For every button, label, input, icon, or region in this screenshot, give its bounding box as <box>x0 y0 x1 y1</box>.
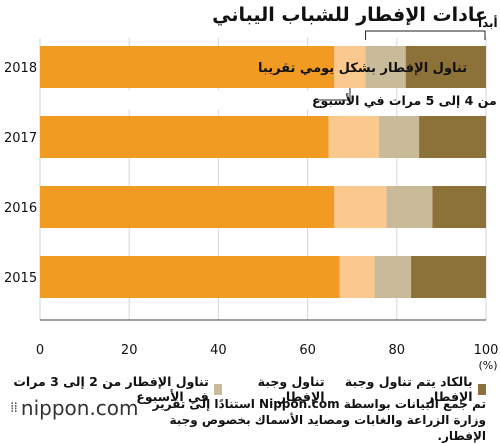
legend-item-rarely: بالكاد يتم تناول وجبة الإفطار <box>337 374 486 404</box>
annotation-daily-label: تناول الإفطار بشكل يومي تقريبا <box>258 61 467 76</box>
chart-title: عادات الإفطار للشباب اليباني <box>212 4 488 26</box>
x-tick-label-40: 40 <box>210 343 227 358</box>
x-tick-label-60: 60 <box>299 343 316 358</box>
annotation-never-bracket <box>365 30 486 40</box>
bar-2017-series-3 <box>419 116 486 158</box>
stacked-bar-chart: 2018 2017 2016 2015 0 20 40 60 80 100(%) عدم تناول… <box>4 15 500 372</box>
legend-swatch-rarely <box>477 383 486 395</box>
bar-2015-series-3 <box>411 256 486 298</box>
x-tick-label-80: 80 <box>389 343 406 358</box>
bar-2016-series-2 <box>386 186 433 228</box>
bar-2018-series-2 <box>365 46 406 88</box>
legend-swatch-two-three <box>213 383 223 395</box>
bar-2017-series-1 <box>328 116 379 158</box>
legend-label-rarely: بالكاد يتم تناول وجبة الإفطار <box>344 374 473 404</box>
annotation-never-label: عدم تناول وجبة الإفطار أبدا <box>478 15 500 31</box>
bar-2016-series-1 <box>334 186 387 228</box>
bar-2016-series-3 <box>432 186 486 228</box>
bar-2015-series-0 <box>40 256 340 298</box>
bar-2017-series-0 <box>40 116 329 158</box>
category-label-2018: 2018 <box>4 61 37 76</box>
legend: بالكاد يتم تناول وجبة الإفطار تناول وجبة… <box>0 374 486 404</box>
nippon-logo: ⁞⁞ nippon.com <box>10 396 139 420</box>
logo-dots-icon: ⁞⁞ <box>10 400 18 416</box>
legend-item-eat: تناول وجبة الإفطار <box>234 374 325 404</box>
x-tick-label-0: 0 <box>36 343 44 358</box>
legend-item-two-three: تناول الإفطار من 2 إلى 3 مرات في الأسبوع <box>0 374 223 404</box>
x-tick-label-20: 20 <box>121 343 138 358</box>
annotation-four-five-bg <box>78 90 316 110</box>
annotation-four-five-leader <box>318 88 351 101</box>
bar-2018-series-0 <box>40 46 335 88</box>
legend-label-two-three: تناول الإفطار من 2 إلى 3 مرات في الأسبوع <box>13 374 209 404</box>
bar-2017-series-2 <box>378 116 420 158</box>
x-unit-label: (%) <box>478 359 497 372</box>
bar-2018-series-1 <box>334 46 366 88</box>
bar-2015-series-2 <box>374 256 412 298</box>
category-label-2016: 2016 <box>4 201 37 216</box>
legend-label-eat: تناول وجبة الإفطار <box>257 374 325 404</box>
bar-2016-series-0 <box>40 186 335 228</box>
bar-2015-series-1 <box>339 256 375 298</box>
annotation-four-five-label: تناول الإفطار من 4 إلى 5 مرات في الأسبوع <box>312 93 500 108</box>
bar-2018-series-3 <box>405 46 486 88</box>
x-tick-label-100: 100 <box>474 343 499 358</box>
logo-text: nippon.com <box>20 396 139 420</box>
category-label-2017: 2017 <box>4 131 37 146</box>
source-note: تم جمع البيانات بواسطة Nippon.com استناد… <box>152 397 486 443</box>
category-label-2015: 2015 <box>4 271 37 286</box>
